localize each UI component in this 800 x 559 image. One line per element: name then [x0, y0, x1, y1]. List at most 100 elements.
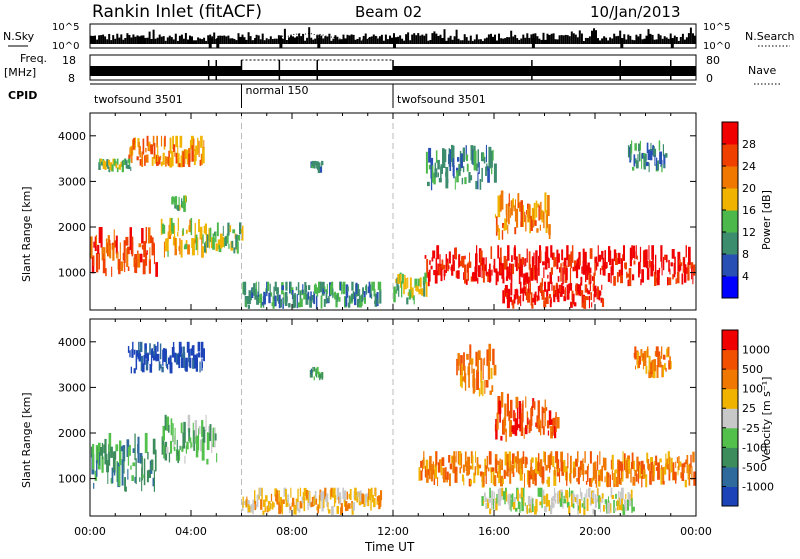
heatmap-cell	[132, 448, 135, 453]
heatmap-cell	[663, 354, 666, 360]
heatmap-cell	[443, 475, 446, 483]
noise-bar	[625, 39, 628, 44]
heatmap-cell	[414, 278, 417, 288]
noise-bar	[413, 33, 416, 44]
noise-bar	[457, 38, 460, 44]
heatmap-cell	[314, 283, 317, 291]
heatmap-cell	[691, 268, 693, 280]
noise-bar	[128, 35, 131, 44]
heatmap-cell	[514, 199, 516, 222]
heatmap-cell	[641, 269, 644, 283]
heatmap-cell	[678, 259, 681, 266]
heatmap-cell	[639, 465, 642, 479]
heatmap-cell	[197, 137, 199, 154]
heatmap-cell	[180, 422, 183, 434]
heatmap-cell	[687, 262, 690, 281]
heatmap-cell	[377, 298, 379, 305]
heatmap-cell	[628, 268, 632, 286]
heatmap-cell	[523, 258, 525, 267]
heatmap-cell	[660, 159, 663, 167]
heatmap-cell	[493, 475, 497, 487]
heatmap-cell	[120, 446, 123, 452]
heatmap-cell	[636, 255, 638, 260]
heatmap-cell	[285, 488, 287, 501]
heatmap-cell	[525, 281, 527, 293]
heatmap-cell	[535, 457, 538, 474]
heatmap-cell	[496, 271, 499, 282]
heatmap-cell	[129, 444, 131, 456]
heatmap-cell	[659, 151, 662, 164]
heatmap-cell	[339, 281, 341, 291]
heatmap-cell	[542, 261, 545, 266]
heatmap-cell	[590, 274, 592, 284]
heatmap-cell	[182, 228, 184, 235]
heatmap-cell	[372, 281, 375, 291]
noise-bar	[328, 33, 331, 44]
heatmap-cell	[588, 491, 591, 498]
noise-bar	[663, 36, 666, 44]
heatmap-cell	[246, 296, 250, 304]
heatmap-cell	[187, 244, 190, 255]
noise-bar	[160, 36, 163, 44]
heatmap-cell	[182, 151, 185, 167]
heatmap-cell	[475, 351, 478, 367]
noise-bar	[344, 38, 347, 44]
heatmap-cell	[173, 144, 176, 152]
heatmap-cell	[370, 281, 372, 294]
power-ylabel: Slant Range [km]	[20, 186, 33, 282]
noise-bar	[586, 38, 589, 44]
heatmap-cell	[498, 257, 502, 276]
heatmap-cell	[544, 505, 547, 513]
heatmap-cell	[561, 249, 564, 261]
heatmap-cell	[132, 462, 136, 467]
heatmap-cell	[184, 154, 186, 164]
heatmap-cell	[406, 297, 409, 305]
heatmap-cell	[561, 492, 563, 505]
noise-bar	[326, 36, 329, 44]
noise-bar	[354, 39, 357, 44]
heatmap-cell	[454, 466, 458, 483]
heatmap-cell	[499, 458, 501, 474]
heatmap-cell	[320, 373, 322, 379]
heatmap-cell	[669, 268, 671, 275]
noise-spike	[216, 38, 220, 48]
heatmap-cell	[553, 294, 556, 303]
colorbar-swatch	[722, 486, 738, 507]
heatmap-cell	[178, 196, 180, 207]
noise-bar	[314, 38, 317, 44]
heatmap-cell	[491, 490, 494, 505]
heatmap-cell	[536, 268, 538, 284]
noise-bar	[126, 33, 129, 44]
heatmap-cell	[139, 453, 143, 464]
heatmap-cell	[538, 425, 541, 433]
heatmap-cell	[101, 234, 103, 254]
heatmap-cell	[115, 235, 118, 255]
heatmap-cell	[624, 262, 627, 270]
heatmap-cell	[643, 350, 647, 366]
heatmap-cell	[138, 341, 140, 353]
heatmap-cell	[463, 352, 465, 371]
noise-bar	[576, 37, 579, 44]
heatmap-cell	[139, 477, 141, 482]
heatmap-cell	[478, 162, 480, 174]
heatmap-cell	[491, 467, 495, 472]
heatmap-cell	[604, 476, 606, 483]
heatmap-cell	[663, 466, 667, 475]
heatmap-cell	[340, 503, 343, 510]
heatmap-cell	[473, 472, 476, 484]
heatmap-cell	[647, 149, 651, 160]
heatmap-cell	[278, 294, 281, 309]
heatmap-cell	[183, 352, 186, 368]
heatmap-cell	[416, 285, 419, 292]
noise-bar	[427, 40, 430, 44]
heatmap-cell	[431, 469, 433, 480]
heatmap-cell	[111, 266, 113, 277]
heatmap-cell	[485, 466, 487, 484]
noise-bar	[320, 35, 323, 44]
y-tick-label: 1000	[58, 473, 86, 486]
colorbar-tick-label: 8	[742, 248, 749, 261]
heatmap-cell	[424, 255, 427, 259]
heatmap-cell	[573, 467, 575, 479]
heatmap-cell	[112, 451, 116, 473]
heatmap-cell	[466, 353, 469, 360]
